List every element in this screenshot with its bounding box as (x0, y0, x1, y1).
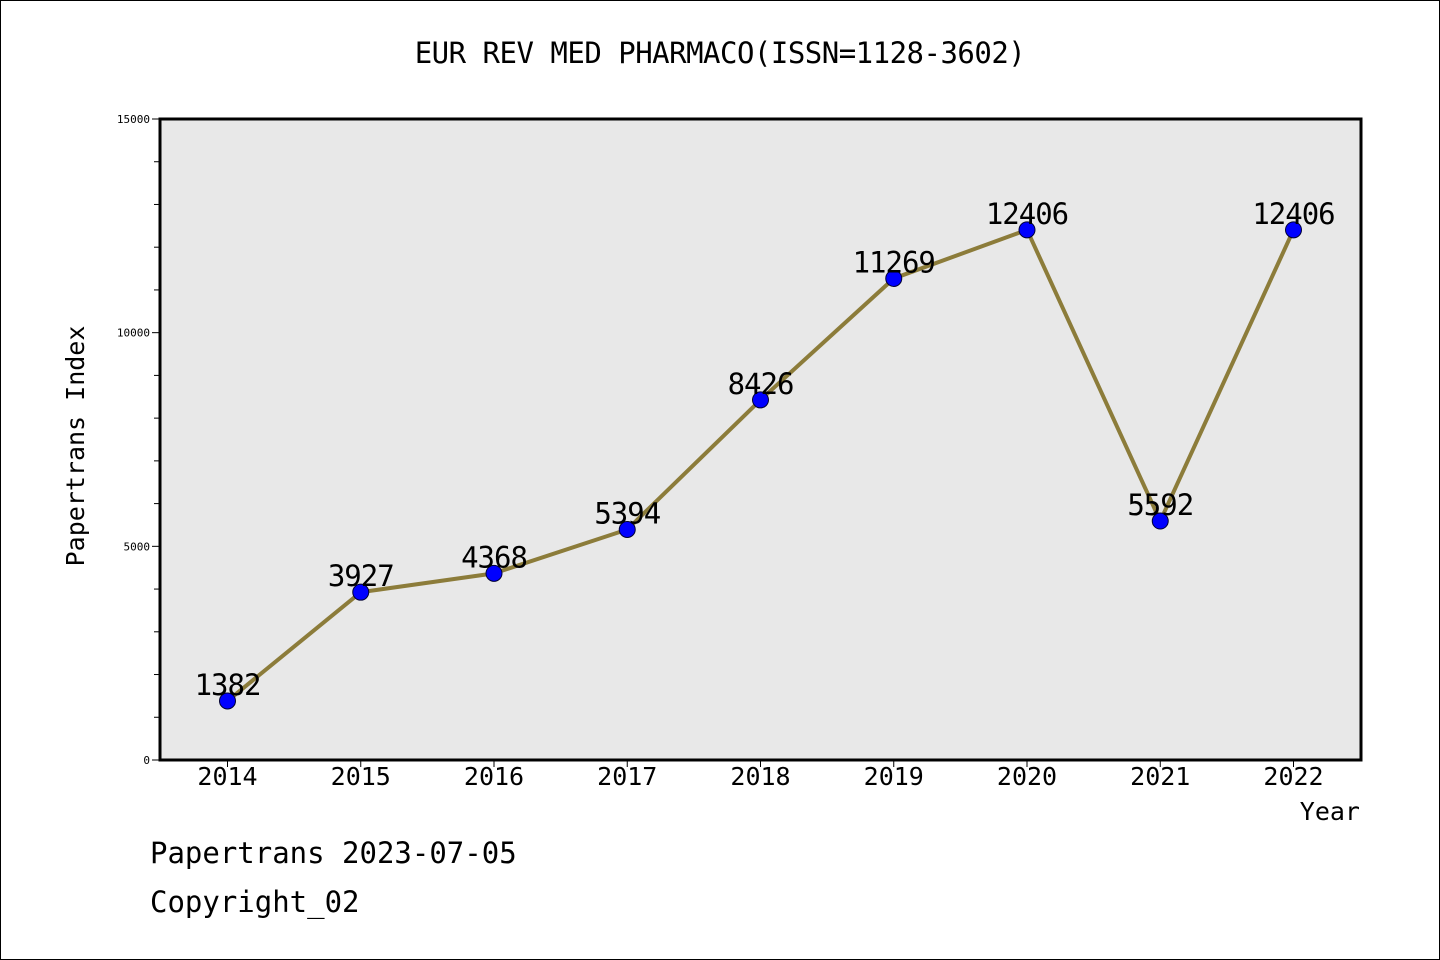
x-tick-label: 2015 (331, 762, 391, 791)
y-tick-label: 10000 (117, 327, 150, 340)
x-tick-label: 2018 (730, 762, 790, 791)
x-tick-label: 2014 (197, 762, 257, 791)
data-point (352, 583, 370, 601)
y-tick-labels: 0 5000 10000 15000 (117, 113, 150, 767)
y-tick-label: 5000 (124, 540, 151, 553)
data-point (1018, 221, 1036, 239)
data-label: 12406 (1252, 197, 1334, 231)
data-label: 12406 (986, 197, 1068, 231)
x-tick-labels: 2014 2015 2016 2017 2018 2019 2020 2021 2022 (197, 762, 1323, 791)
footer-date: Papertrans 2023-07-05 (150, 836, 517, 870)
x-tick-label: 2021 (1130, 762, 1190, 791)
y-tick-label: 15000 (117, 113, 150, 126)
data-point (1285, 221, 1302, 239)
x-tick-label: 2017 (597, 762, 657, 791)
footer-copyright: Copyright_02 (150, 885, 360, 919)
data-label: 5394 (594, 496, 660, 530)
x-tick-label: 2020 (997, 762, 1057, 791)
data-label: 11269 (853, 245, 935, 279)
y-axis-label: Papertrans Index (61, 326, 90, 567)
chart-title: EUR REV MED PHARMACO(ISSN=1128-3602) (414, 36, 1026, 70)
data-label: 8426 (728, 367, 794, 401)
x-axis-label: Year (1300, 797, 1360, 826)
data-point (618, 520, 636, 538)
data-point (752, 391, 769, 409)
data-point (885, 269, 903, 287)
axis-ticks (152, 118, 1294, 767)
x-tick-label: 2019 (864, 762, 924, 791)
data-point (219, 692, 236, 710)
x-tick-label: 2022 (1263, 762, 1323, 791)
data-point (1151, 512, 1169, 530)
data-label: 5592 (1127, 488, 1193, 522)
data-label: 3927 (328, 559, 394, 593)
plot-area (158, 117, 1363, 762)
data-label: 1382 (195, 668, 261, 702)
data-point (485, 564, 503, 582)
data-labels: 1382 3927 4368 5394 8426 11269 12406 5592 12406 (195, 197, 1336, 702)
data-label: 4368 (461, 540, 527, 574)
x-tick-label: 2016 (464, 762, 524, 791)
y-tick-label: 0 (143, 754, 150, 767)
series-markers (219, 221, 1302, 710)
